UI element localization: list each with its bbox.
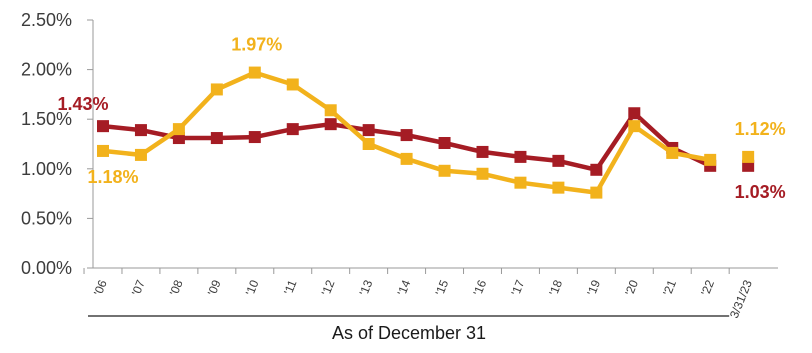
y-tick-label: 2.00%	[21, 60, 72, 80]
series-marker	[400, 152, 413, 165]
data-label: 1.97%	[231, 35, 282, 55]
series-marker	[438, 164, 451, 177]
series-marker	[514, 176, 527, 189]
x-tick-label: '20	[622, 278, 641, 298]
y-tick-label: 2.50%	[21, 10, 72, 30]
series-marker	[362, 124, 375, 137]
series-marker	[134, 148, 147, 161]
x-tick-label: '13	[357, 278, 376, 298]
x-tick-label: '08	[167, 278, 186, 298]
series-marker	[666, 146, 679, 159]
series-2	[97, 66, 755, 199]
series-marker	[134, 124, 147, 137]
series-layer	[97, 66, 755, 199]
series-marker	[628, 107, 641, 120]
x-axis-title: As of December 31	[332, 323, 486, 343]
y-tick-label: 0.50%	[21, 208, 72, 228]
series-marker	[248, 66, 261, 79]
data-labels: 1.43% 1.18% 1.97% 1.12% 1.03%	[57, 35, 785, 202]
series-marker	[742, 150, 755, 163]
x-tick-label: '15	[432, 278, 451, 298]
series-marker	[590, 186, 603, 199]
series-marker	[704, 153, 717, 166]
x-tick-label: '16	[470, 278, 489, 298]
series-marker	[400, 129, 413, 142]
x-tick-label: '21	[660, 278, 679, 298]
series-marker	[210, 132, 223, 145]
series-marker	[286, 123, 299, 136]
series-marker	[324, 104, 337, 117]
series-marker	[172, 123, 185, 136]
series-marker	[324, 118, 337, 131]
x-tick-label: '14	[395, 278, 414, 298]
series-marker	[476, 145, 489, 158]
series-marker	[97, 144, 109, 157]
series-marker	[248, 131, 261, 144]
x-axis: '06 '07 '08 '09 '10 '11 '12 '13 '14 '15 '16 '17 '18 '…	[83, 267, 778, 321]
series-marker	[476, 167, 489, 180]
y-axis: 0.00% 0.50% 1.00% 1.50% 2.00% 2.50%	[21, 10, 94, 278]
series-marker	[552, 154, 565, 167]
data-label: 1.03%	[735, 182, 786, 202]
x-tick-label: '10	[243, 278, 262, 298]
y-tick-label: 1.50%	[21, 109, 72, 129]
series-marker	[362, 138, 375, 150]
series-marker	[210, 83, 223, 96]
series-marker	[628, 120, 641, 133]
y-tick-label: 1.00%	[21, 159, 72, 179]
y-tick-label: 0.00%	[21, 258, 72, 278]
series-marker	[590, 163, 603, 176]
x-tick-label: '19	[584, 278, 603, 298]
x-tick-label: '22	[698, 278, 717, 298]
x-tick-label: '09	[205, 278, 224, 298]
series-marker	[552, 181, 565, 194]
x-tick-label: '17	[508, 278, 527, 298]
x-tick-label: '07	[129, 278, 148, 298]
x-tick-label: '06	[91, 278, 110, 298]
series-marker	[514, 150, 527, 163]
series-marker	[438, 137, 451, 150]
series-1	[97, 107, 755, 176]
data-label: 1.12%	[735, 119, 786, 139]
x-tick-label: '11	[281, 278, 300, 297]
data-label: 1.43%	[57, 94, 108, 114]
x-tick-label: 3/31/23	[727, 278, 755, 321]
x-tick-label: '12	[319, 278, 338, 298]
data-label: 1.18%	[87, 167, 138, 187]
series-marker	[97, 120, 109, 133]
series-marker	[286, 78, 299, 91]
x-tick-label: '18	[546, 278, 565, 298]
